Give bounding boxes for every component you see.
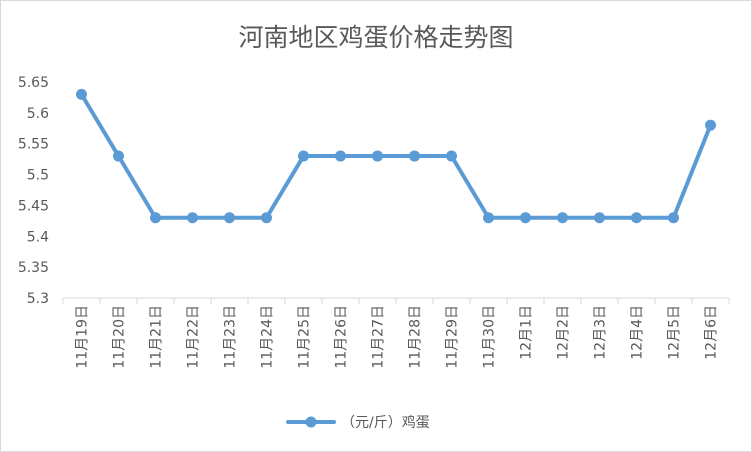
legend-marker [305,416,317,428]
data-point [187,212,198,224]
series-line [79,92,713,220]
x-axis: 11月19日 11月20日 11月21日 11月22日 11月23日 11月24日 11月2… [62,297,730,369]
series-group [76,88,716,224]
x-tick-label: 11月29日 [445,305,461,369]
chart-title: 河南地区鸡蛋价格走势图 [238,23,513,52]
data-point [150,212,161,224]
data-point [631,212,642,224]
data-point [113,150,124,162]
data-point [224,212,235,224]
x-tick-label: 11月26日 [334,305,350,369]
x-tick-label: 11月23日 [223,305,239,369]
y-tick-label: 5.4 [27,229,49,245]
x-tick-label: 11月20日 [112,305,128,369]
data-point [668,212,679,224]
x-tick-label: 12月2日 [556,305,572,360]
x-tick-label: 12月6日 [704,305,720,360]
y-tick-label: 5.45 [18,198,49,214]
y-tick-label: 5.6 [27,106,49,122]
x-tick-label: 11月21日 [149,305,165,369]
data-point [372,150,383,162]
x-tick-label: 12月3日 [593,305,609,360]
x-tick-label: 12月4日 [630,305,646,360]
data-point [335,150,346,162]
data-point [594,212,605,224]
y-tick-label: 5.65 [18,75,49,91]
y-tick-label: 5.35 [18,260,49,276]
data-point [446,150,457,162]
x-tick-label: 11月19日 [75,305,91,369]
data-point [261,212,272,224]
data-point [409,150,420,162]
legend: （元/斤）鸡蛋 [286,414,430,431]
data-point [298,150,309,162]
y-tick-label: 5.5 [27,168,49,184]
x-tick-label: 11月30日 [482,305,498,369]
x-tick-label: 12月5日 [667,305,683,360]
x-tick-label: 11月27日 [371,305,387,369]
y-axis-labels: 5.3 5.35 5.4 5.45 5.5 5.55 5.6 5.65 [18,75,49,307]
data-point [557,212,568,224]
data-point [483,212,494,224]
x-tick-label: 11月28日 [408,305,424,369]
x-tick-label: 12月1日 [519,305,535,360]
x-tick-label: 11月24日 [260,305,276,369]
x-tick-label: 11月25日 [297,305,313,369]
data-point [705,119,716,131]
y-tick-label: 5.55 [18,137,49,153]
data-point [76,88,87,100]
data-point [520,212,531,224]
x-tick-label: 11月22日 [186,305,202,369]
y-tick-label: 5.3 [27,291,49,307]
legend-label: （元/斤）鸡蛋 [341,414,430,431]
